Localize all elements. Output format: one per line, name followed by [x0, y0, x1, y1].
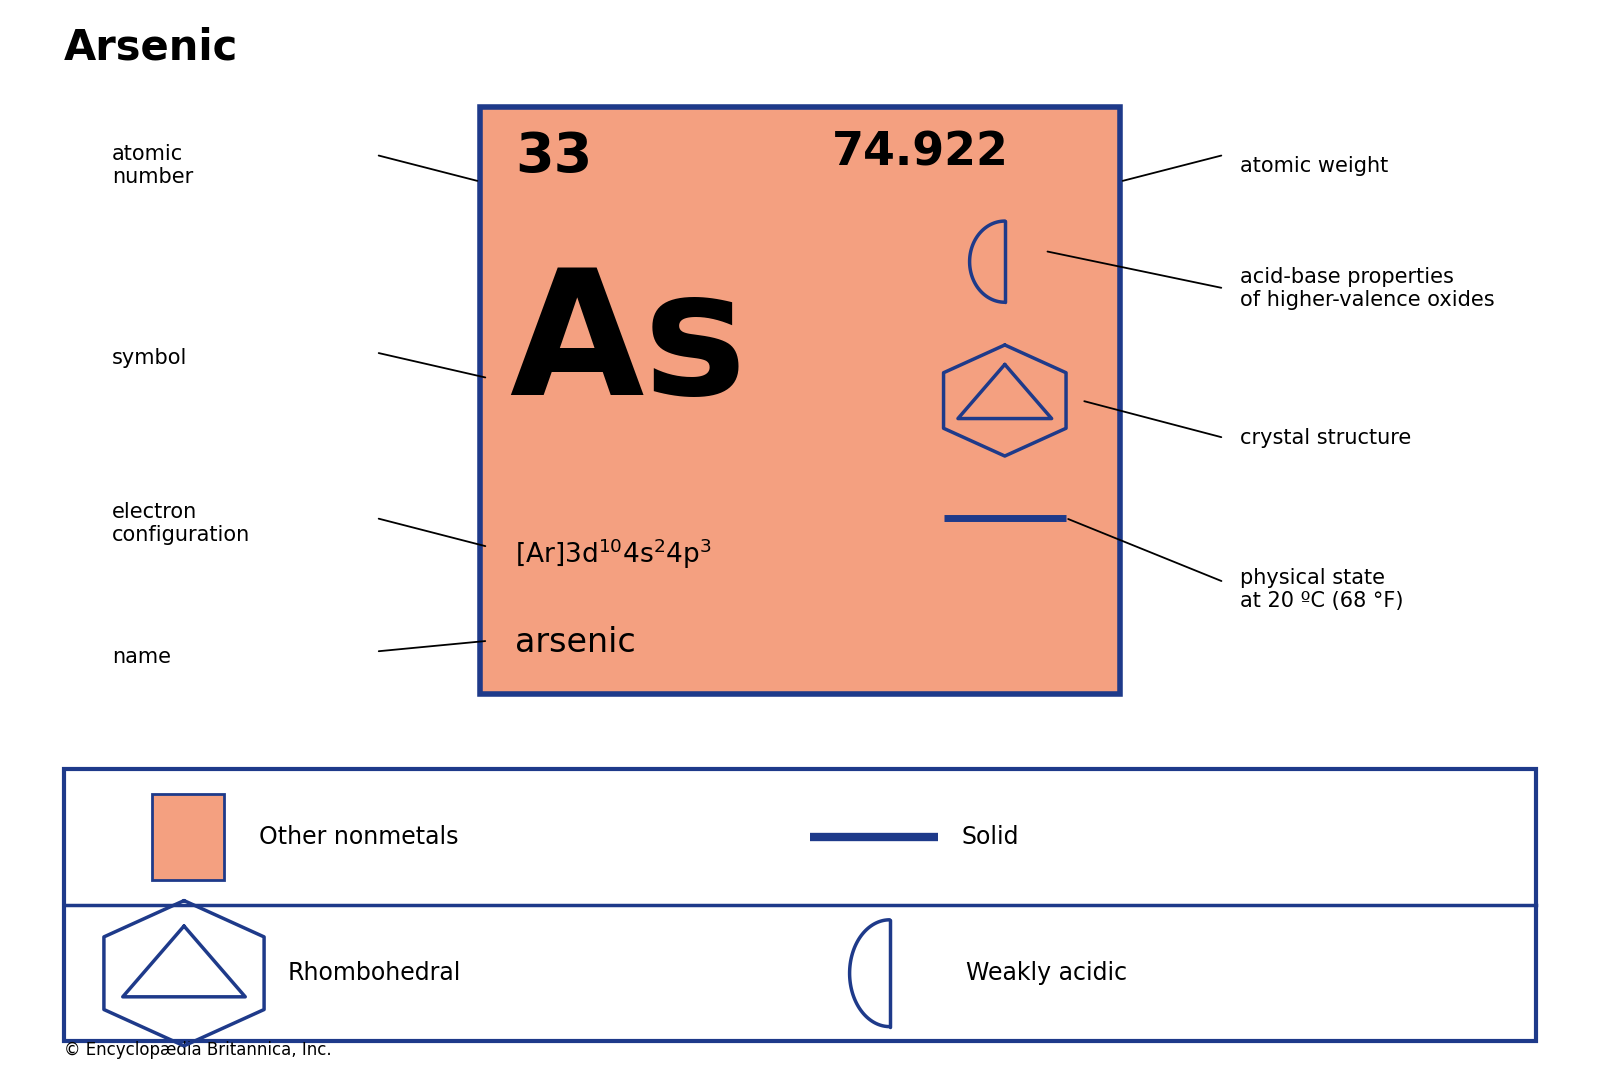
Text: arsenic: arsenic	[515, 626, 635, 659]
Bar	[64, 769, 1536, 1041]
Text: crystal structure: crystal structure	[1240, 428, 1411, 447]
Text: $\mathregular{[Ar]3d^{10}4s^{2}4p^{3}}$: $\mathregular{[Ar]3d^{10}4s^{2}4p^{3}}$	[515, 537, 712, 571]
Text: Solid: Solid	[962, 826, 1019, 849]
Text: acid-base properties
of higher-valence oxides: acid-base properties of higher-valence o…	[1240, 267, 1494, 310]
Text: Other nonmetals: Other nonmetals	[259, 826, 459, 849]
Text: Arsenic: Arsenic	[64, 27, 238, 68]
Text: © Encyclopædia Britannica, Inc.: © Encyclopædia Britannica, Inc.	[64, 1041, 331, 1059]
Text: 74.922: 74.922	[832, 130, 1010, 175]
Text: Weakly acidic: Weakly acidic	[966, 961, 1128, 985]
Text: atomic weight: atomic weight	[1240, 156, 1389, 175]
Text: name: name	[112, 647, 171, 666]
Text: As: As	[509, 262, 747, 430]
Text: symbol: symbol	[112, 348, 187, 367]
Text: atomic
number: atomic number	[112, 144, 194, 187]
Text: physical state
at 20 ºC (68 °F): physical state at 20 ºC (68 °F)	[1240, 568, 1403, 611]
Text: electron
configuration: electron configuration	[112, 502, 250, 545]
Text: Rhombohedral: Rhombohedral	[288, 961, 461, 985]
Text: 33: 33	[515, 130, 592, 185]
Bar	[152, 795, 224, 880]
Bar	[480, 107, 1120, 694]
